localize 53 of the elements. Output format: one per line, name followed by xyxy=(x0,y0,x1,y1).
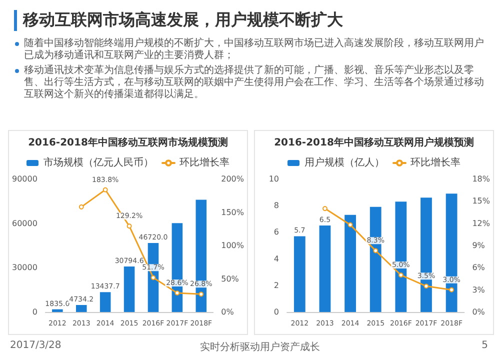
point xyxy=(198,292,204,297)
point xyxy=(449,287,454,292)
y2-tick-label: 150% xyxy=(221,208,244,217)
y-tick-label: 6 xyxy=(274,228,279,237)
point xyxy=(424,284,429,289)
y-tick-label: 8 xyxy=(274,201,279,210)
legend-label: 环比增长率 xyxy=(180,156,230,168)
y2-tick-label: 12% xyxy=(472,218,490,228)
point xyxy=(126,224,132,229)
y-tick-label: 4 xyxy=(274,254,279,264)
y2-tick-label: 18% xyxy=(472,174,490,184)
chart-title: 2016-2018年中国移动互联网用户规模预测 xyxy=(274,136,474,148)
legend-label: 环比增长率 xyxy=(410,156,460,168)
y2-tick-label: 200% xyxy=(221,174,244,184)
point xyxy=(322,206,328,212)
point xyxy=(398,272,404,278)
bar xyxy=(319,226,331,312)
y2-tick-label: 9% xyxy=(472,241,486,250)
y-tick-label: 2 xyxy=(274,280,279,290)
point xyxy=(150,275,156,280)
bar xyxy=(52,309,63,312)
y2-tick-label: 15% xyxy=(472,196,490,206)
y2-tick-label: 3% xyxy=(472,285,486,294)
y-tick-label: 0 xyxy=(32,308,38,316)
y2-tick-label: 50% xyxy=(221,274,240,284)
text: 5 xyxy=(482,340,488,351)
y2-tick-label: 0% xyxy=(221,308,234,316)
y-tick-label: 90000 xyxy=(12,174,38,184)
y2-tick-label: 100% xyxy=(221,241,244,250)
point xyxy=(348,222,353,228)
y2-tick-label: 6% xyxy=(472,263,486,272)
y-tick-label: 30000 xyxy=(12,263,38,272)
chart-title: 2016-2018年中国移动互联网市场规模预测 xyxy=(28,136,228,148)
point xyxy=(174,290,180,296)
legend-label: 市场规模（亿元人民币） xyxy=(44,156,154,168)
y-tick-label: 60000 xyxy=(12,218,38,228)
point xyxy=(102,187,108,192)
text: 实时分析驱动用户资产成长 xyxy=(200,340,320,354)
bar xyxy=(124,266,135,312)
bar xyxy=(344,214,356,312)
y2-tick-label: 0% xyxy=(472,308,486,316)
text: 随着中国移动智能终端用户规模的不断扩大，中国移动互联网市场已进入高速发展阶段，移动互联网用户已成为移动通讯和互联网产业的主要消费人群； xyxy=(23,38,485,62)
y-tick-label: 0 xyxy=(274,308,279,316)
bar xyxy=(294,236,306,312)
bar xyxy=(100,292,111,312)
text: 移动通讯技术变革为信息传播与娱乐方式的选择提供了新的可能，广播、影视、音乐等产业形态以及零售、出行等生活方式，在与移动互联网的联姻中产生使得用户会在工作、学习、生活等各个场景通过移动互联网这个新兴的传播渠道都得以满足。 xyxy=(23,65,485,101)
point xyxy=(78,204,84,210)
text: 2017/3/28 xyxy=(10,340,62,351)
legend-label: 用户规模（亿人） xyxy=(304,156,384,168)
text: 移动互联网市场高速发展，用户规模不断扩大 xyxy=(14,10,343,31)
point xyxy=(373,248,378,254)
y-tick-label: 10 xyxy=(268,174,279,184)
bar xyxy=(76,305,87,312)
